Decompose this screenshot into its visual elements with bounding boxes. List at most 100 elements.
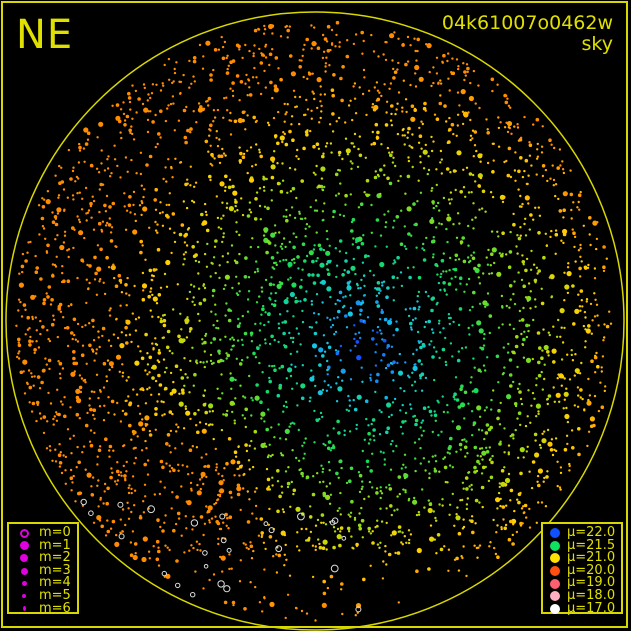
star-point [335,120,338,123]
star-point [595,247,598,251]
star-point [334,330,338,334]
star-point [234,397,237,400]
star-point [308,225,311,228]
star-point [91,476,95,479]
star-point [151,278,154,282]
star-point [334,349,338,352]
star-point [559,164,562,167]
star-point [69,437,72,440]
star-point [149,287,153,290]
star-point [534,206,537,209]
star-point [102,386,106,389]
star-point [50,322,55,327]
star-point [52,417,55,421]
star-point [415,246,418,249]
star-point [455,134,458,137]
star-point [521,202,524,206]
star-point [485,118,488,121]
star-point [265,229,268,232]
star-point [317,538,320,541]
star-point [589,243,592,247]
star-point [423,325,426,329]
star-point [506,121,513,127]
star-point [315,259,318,263]
star-point [180,328,183,331]
star-point [378,433,382,436]
star-point [254,322,257,326]
star-point [403,473,407,477]
star-point [269,455,273,458]
star-point [256,270,260,273]
star-point [468,95,474,102]
star-point [217,542,220,546]
star-point [324,70,327,73]
star-point [246,490,249,493]
star-point [534,298,537,301]
star-point [267,312,271,316]
star-point [438,470,441,473]
star-point [186,376,189,379]
star-point [528,228,531,231]
star-point [335,275,338,279]
star-point [497,145,501,148]
star-point [319,93,322,96]
star-point [455,556,459,561]
star-point [63,230,67,233]
star-point [434,516,437,520]
star-point [519,226,522,229]
star-point [108,217,112,220]
star-point [40,380,44,385]
star-point [324,145,328,148]
star-point [446,59,449,63]
star-point [185,410,191,416]
star-point [53,415,56,418]
star-point [250,557,254,560]
star-point [462,487,465,490]
star-point [291,449,294,452]
star-point [27,369,31,372]
star-point [502,346,505,349]
star-point [72,317,77,322]
star-point [166,433,171,437]
star-point [196,240,199,244]
star-point [256,346,260,351]
star-point [259,92,263,96]
star-point [445,227,448,231]
star-point [63,234,67,237]
star-point [428,472,431,475]
star-point [277,322,280,325]
star-point [82,147,86,150]
star-point [530,404,533,407]
star-point [300,396,305,401]
star-point [126,276,129,280]
star-point [249,544,254,549]
star-point [110,226,114,229]
star-point [418,76,424,82]
star-point [581,305,584,308]
star-point [313,26,316,29]
star-point [220,555,226,561]
star-point [359,286,362,290]
star-point [233,474,236,477]
star-point [197,272,200,275]
star-point [467,111,470,114]
star-point [295,545,299,548]
star-point [499,401,502,405]
star-point [203,286,207,290]
star-point [198,319,201,322]
star-point [347,409,351,412]
star-point [180,485,183,488]
star-point [404,62,408,67]
star-point [28,401,31,404]
star-point [306,129,309,132]
star-point [134,360,140,366]
star-point [212,68,215,72]
star-point [226,109,229,112]
star-point [371,530,374,533]
star-point [382,338,387,343]
star-point [141,418,144,421]
star-point [440,258,445,263]
star-point [404,420,407,423]
star-point [209,78,213,82]
star-point [309,530,313,534]
